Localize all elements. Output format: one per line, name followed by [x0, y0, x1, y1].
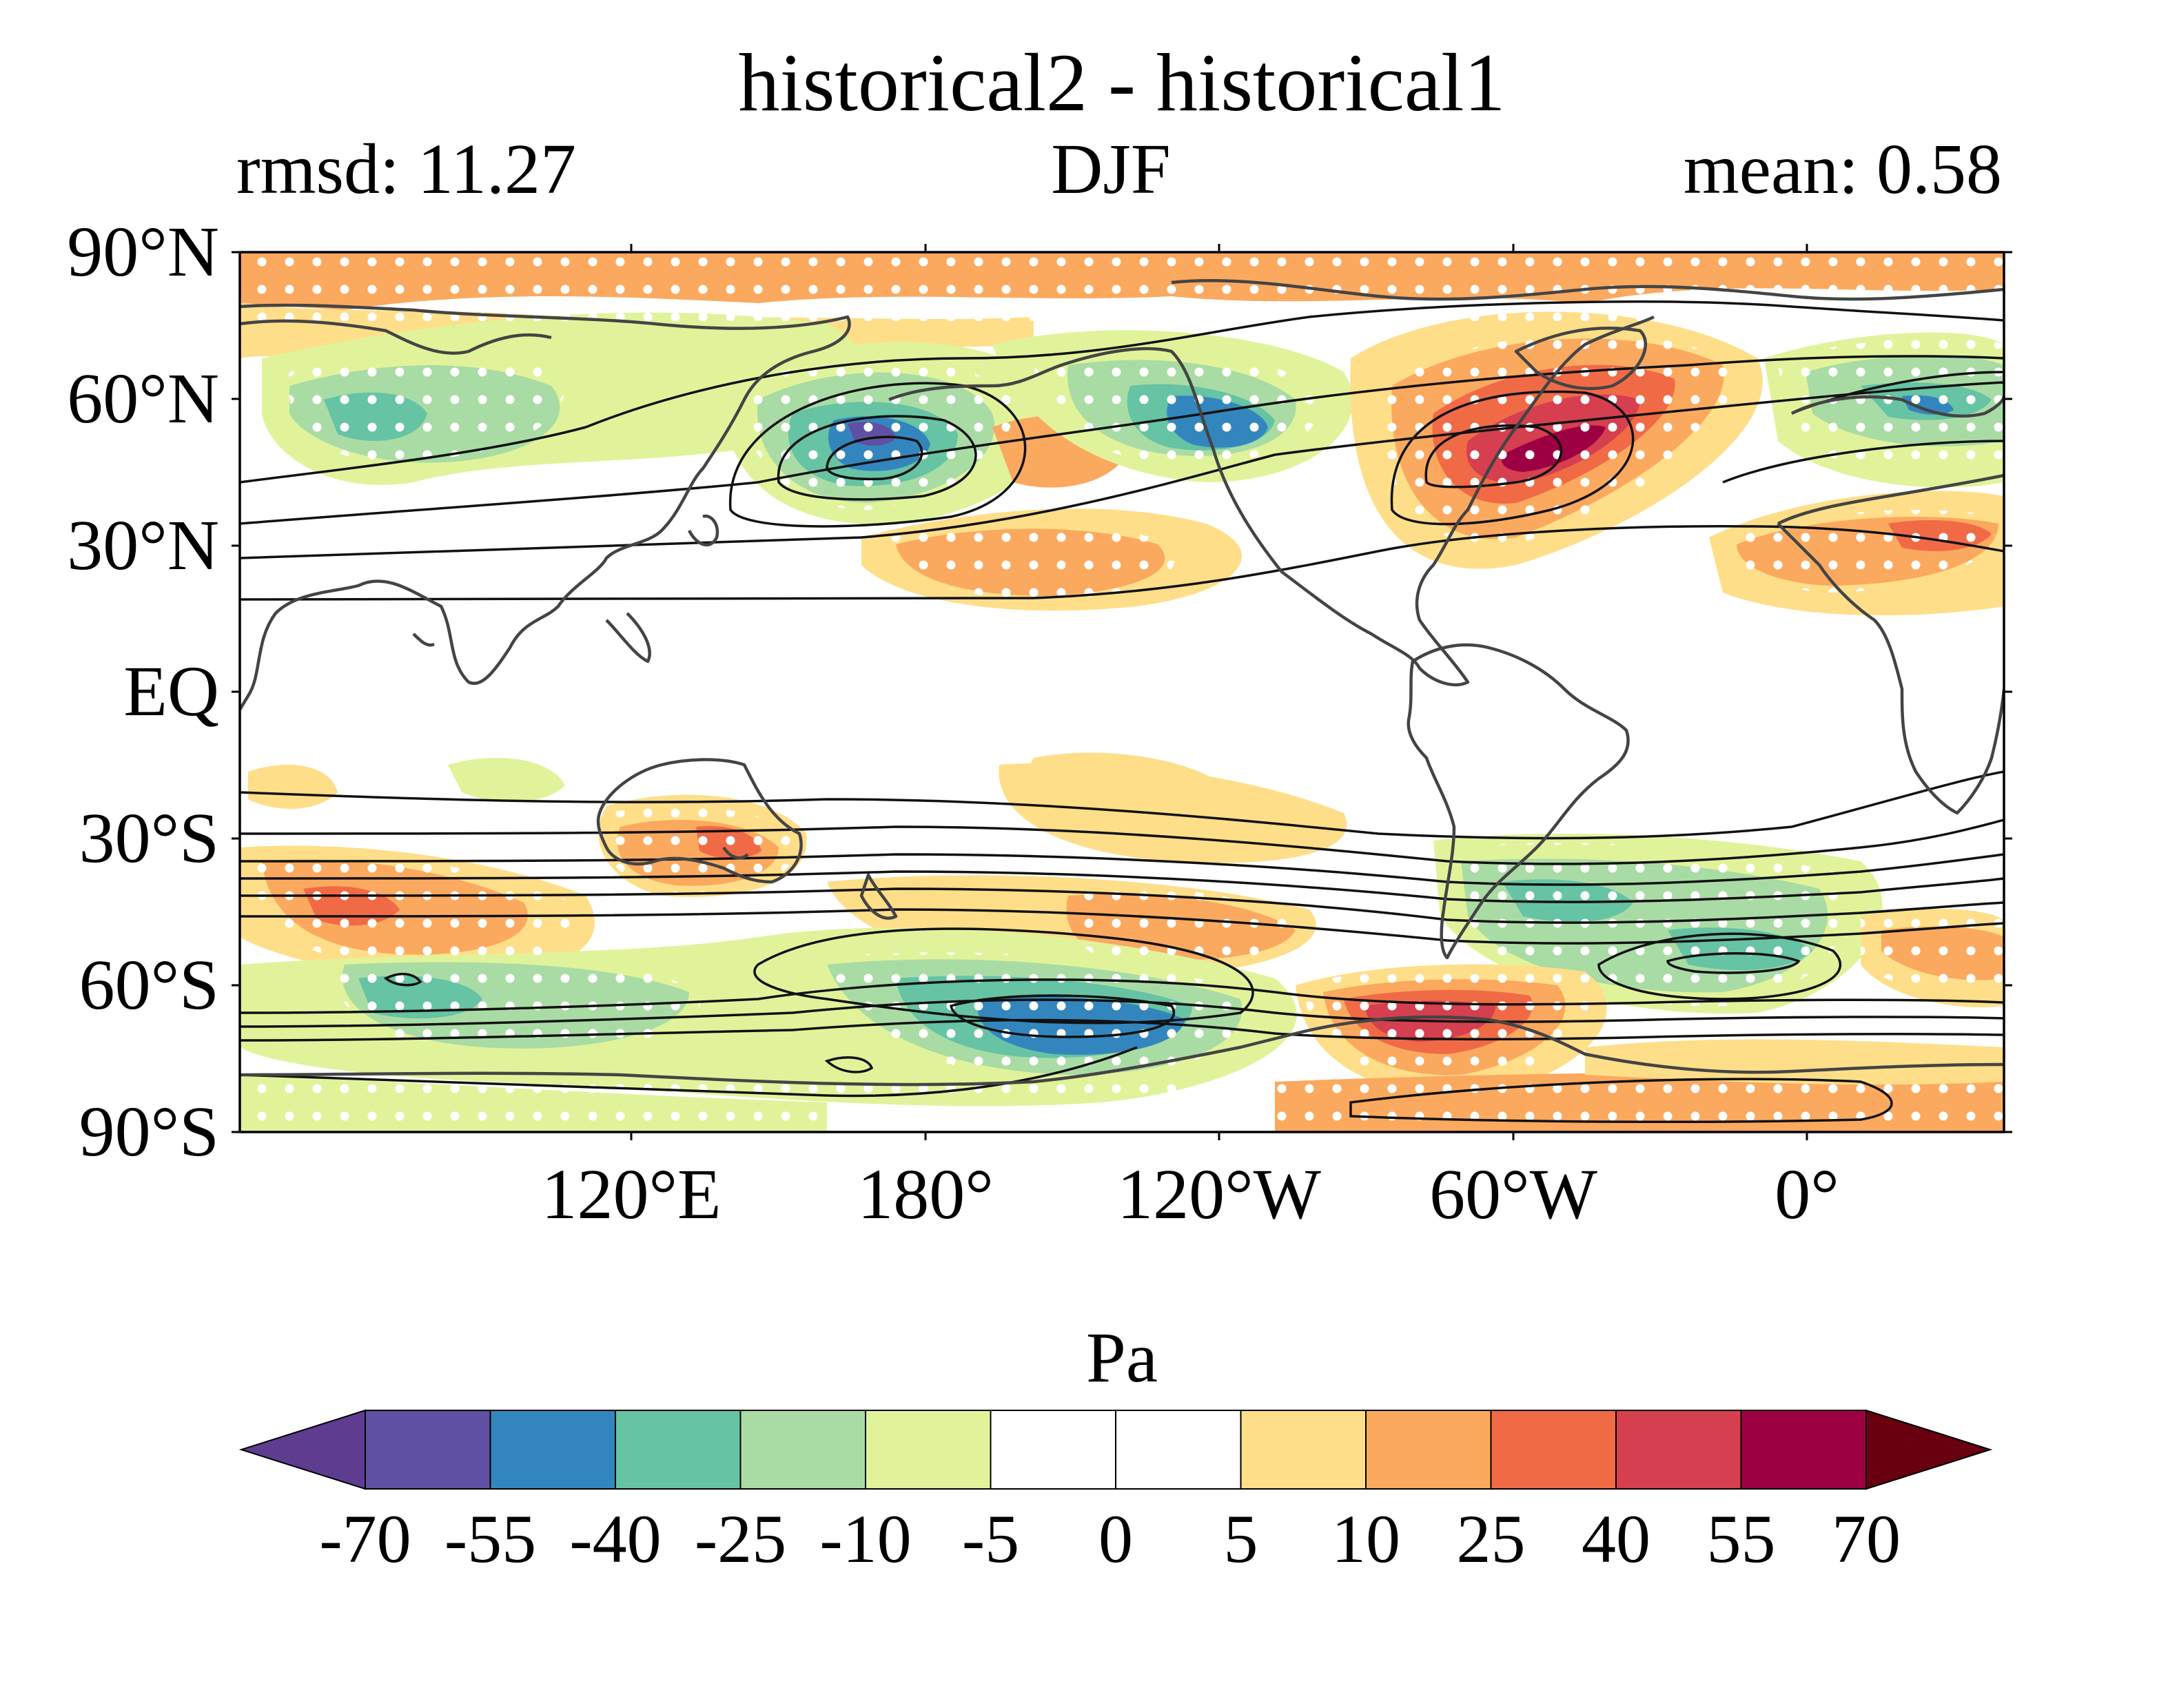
colorbar-label: Pa [1086, 1318, 1158, 1397]
colorbar-cells [238, 1409, 1993, 1490]
colorbar-tick-label: 40 [1582, 1501, 1650, 1577]
lat-label-60s: 60°S [79, 945, 219, 1025]
lat-label-90n: 90°N [67, 212, 219, 291]
colorbar-cell [865, 1410, 992, 1490]
colorbar-extend-low [238, 1409, 366, 1490]
lon-label-180: 180° [857, 1155, 994, 1234]
colorbar-cell [489, 1410, 616, 1490]
colorbar-tick-label: 55 [1707, 1501, 1776, 1577]
right-subtitle: mean: 0.58 [1684, 130, 2002, 209]
colorbar-tick-label: -10 [819, 1501, 911, 1577]
colorbar-cell [1490, 1410, 1617, 1490]
colorbar-cell [1615, 1410, 1742, 1490]
lon-label-0: 0° [1775, 1155, 1839, 1234]
colorbar-tick-label: -25 [695, 1501, 786, 1577]
colorbar-cell [1365, 1410, 1492, 1490]
lon-label-120e: 120°E [541, 1155, 721, 1234]
colorbar-cell [365, 1410, 491, 1490]
lat-label-90s: 90°S [79, 1092, 219, 1171]
center-subtitle: DJF [1051, 130, 1170, 209]
colorbar-cell [990, 1410, 1116, 1490]
lat-label-eq: EQ [123, 652, 219, 731]
colorbar-tick-labels: -70 -55 -40 -25 -10 -5 0 5 10 25 40 55 70 [319, 1501, 1901, 1577]
colorbar-tick-label: 25 [1457, 1501, 1526, 1577]
colorbar-cell [1240, 1410, 1367, 1490]
lat-label-30s: 30°S [79, 799, 219, 878]
colorbar: Pa -70 -55 -40 -25 -10 -5 0 5 10 25 40 55 70 [238, 1318, 1993, 1577]
lat-label-60n: 60°N [67, 359, 219, 438]
colorbar-tick-label: -40 [569, 1501, 661, 1577]
map-panel: 90°N 60°N 30°N EQ 30°S 60°S 90°S 120°E 1… [67, 212, 2012, 1234]
colorbar-tick-label: 5 [1224, 1501, 1258, 1577]
figure-title: historical2 - historical1 [738, 37, 1505, 128]
lat-label-30n: 30°N [67, 506, 219, 585]
colorbar-cell [615, 1410, 742, 1490]
colorbar-tick-label: -70 [319, 1501, 411, 1577]
colorbar-cell [1740, 1410, 1867, 1490]
line-contours [240, 300, 2004, 1124]
colorbar-cell [739, 1410, 866, 1490]
left-subtitle: rmsd: 11.27 [236, 130, 576, 209]
lon-label-120w: 120°W [1117, 1155, 1321, 1234]
colorbar-tick-label: 10 [1331, 1501, 1400, 1577]
stippling [240, 252, 2004, 1132]
colorbar-tick-label: 0 [1098, 1501, 1133, 1577]
colorbar-cell [1115, 1410, 1242, 1490]
lon-axis [630, 244, 1808, 1140]
colorbar-tick-label: -5 [962, 1501, 1019, 1577]
colorbar-tick-label: 70 [1832, 1501, 1901, 1577]
lon-label-60w: 60°W [1429, 1155, 1597, 1234]
lat-axis [232, 251, 2012, 1133]
colorbar-tick-label: -55 [444, 1501, 536, 1577]
coastlines [240, 279, 2004, 1087]
colorbar-extend-high [1865, 1409, 1993, 1490]
